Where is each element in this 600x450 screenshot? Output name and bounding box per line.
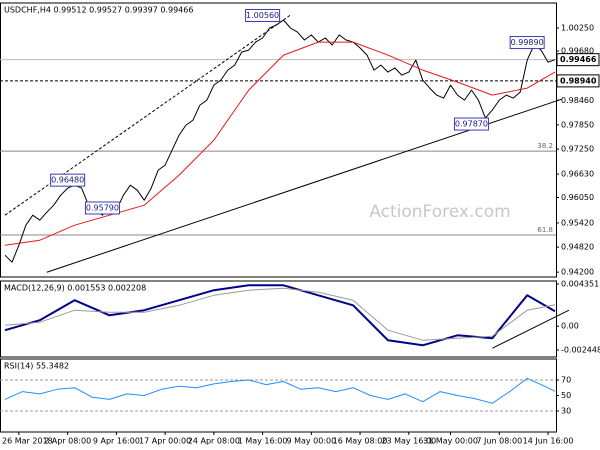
x-tick-label: 16 May 08:00 <box>333 437 388 446</box>
x-tick-label: 1 May 16:00 <box>238 437 288 446</box>
y-tick-label: 50 <box>561 391 571 400</box>
x-tick-label: 14 Jun 16:00 <box>523 437 574 446</box>
x-tick-label: 7 Jun 08:00 <box>476 437 522 446</box>
trend-line <box>4 14 291 216</box>
annotation-label: 0.95790 <box>86 203 119 212</box>
x-tick-label: 24 Apr 08:00 <box>188 437 240 446</box>
panel-title: USDCHF,H4 0.99512 0.99527 0.99397 0.9946… <box>4 6 193 15</box>
y-tick-label: 0.97850 <box>561 120 594 129</box>
y-tick-label: 0.95420 <box>561 218 594 227</box>
panel-title: MACD(12,26,9) 0.001553 0.002208 <box>4 284 146 293</box>
panel-frame <box>0 358 557 433</box>
trend-line <box>492 309 570 349</box>
annotation-label: 0.99890 <box>511 38 544 47</box>
annotation-label: 0.97870 <box>455 120 488 129</box>
x-tick-label: 2 Apr 08:00 <box>44 437 91 446</box>
x-tick-label: 9 May 00:00 <box>286 437 336 446</box>
y-tick-label: 0.96630 <box>561 170 594 179</box>
y-tick-label: 0.94200 <box>561 268 594 277</box>
annotation-box <box>245 9 281 23</box>
y-tick-label: 0.99680 <box>561 47 594 56</box>
annotation-box <box>509 36 545 50</box>
price-marker <box>556 53 600 67</box>
y-tick-label: 0.00 <box>561 322 579 331</box>
plot-area <box>0 14 563 273</box>
y-tick-label: 30 <box>561 407 571 416</box>
level-label: 61.8 <box>537 226 553 234</box>
annotation-box <box>453 117 489 131</box>
plot-area <box>0 377 556 412</box>
panel-frame <box>0 280 557 358</box>
annotation-label: 0.96480 <box>51 176 84 185</box>
x-tick-label: 23 May 16:00 <box>381 437 436 446</box>
y-tick-label: 0.94820 <box>561 243 594 252</box>
annotation-box <box>84 201 120 215</box>
series-line <box>4 284 556 347</box>
series-line <box>4 287 556 341</box>
series-line <box>4 41 556 246</box>
price-marker <box>556 74 600 88</box>
y-tick-label: 0.004351 <box>561 279 599 288</box>
y-tick-label: 0.98460 <box>561 96 594 105</box>
panel-title: RSI(14) 55.3482 <box>4 362 69 371</box>
series-line <box>4 377 556 404</box>
y-tick-label: 70 <box>561 375 571 384</box>
y-tick-label: 1.00250 <box>561 24 594 33</box>
y-tick-label: 0.97250 <box>561 145 594 154</box>
panel-frame <box>0 2 557 278</box>
series-line <box>4 19 556 263</box>
y-tick-label: 0.96050 <box>561 193 594 202</box>
plot-area <box>4 284 570 349</box>
level-label: 38.2 <box>537 142 553 150</box>
price-marker-label: 0.98940 <box>560 76 597 85</box>
x-tick-label: 17 Apr 00:00 <box>139 437 191 446</box>
x-tick-label: 31 May 00:00 <box>423 437 478 446</box>
watermark: ActionForex.com <box>369 202 510 222</box>
price-marker-label: 0.99466 <box>560 55 597 64</box>
y-tick-label: -0.002448 <box>561 345 600 354</box>
x-tick-label: 9 Apr 16:00 <box>93 437 140 446</box>
annotation-box <box>50 173 86 187</box>
annotation-label: 1.00560 <box>246 11 279 20</box>
x-tick-label: 26 Mar 2018 <box>2 437 53 446</box>
